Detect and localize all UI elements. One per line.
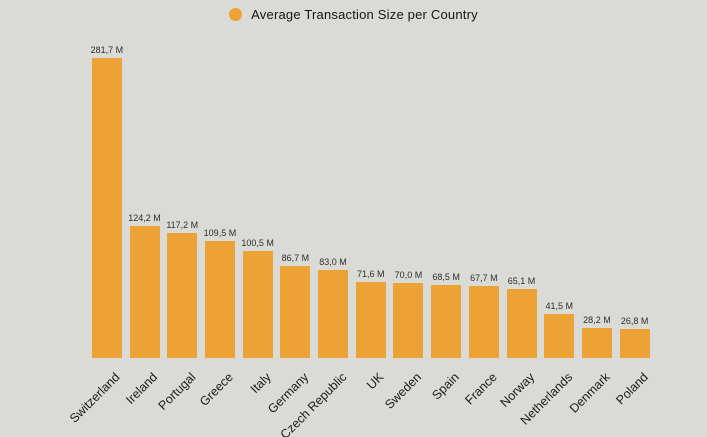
bar-value-label: 83,0 M: [319, 256, 347, 267]
chart-legend: Average Transaction Size per Country: [0, 7, 707, 22]
bar: [167, 233, 198, 358]
bar-value-label: 281,7 M: [90, 45, 124, 55]
bar-value-label: 117,2 M: [166, 220, 199, 231]
bar: [355, 281, 386, 358]
bar: [468, 285, 499, 358]
x-tick-label: Spain: [429, 370, 463, 403]
bar-value-label: 67,7 M: [470, 272, 498, 283]
bar: [393, 283, 424, 358]
x-tick-label: Ireland: [123, 370, 161, 407]
x-tick-label: Greece: [196, 370, 236, 409]
bar: [318, 269, 349, 358]
bar-value-label: 65,1 M: [507, 275, 536, 286]
x-tick-label: Poland: [613, 370, 651, 408]
bar-value-label: 70,0 M: [394, 270, 423, 281]
bar-value-label: 41,5 M: [545, 300, 574, 311]
bar-value-label: 100,5 M: [241, 237, 274, 248]
bar: [129, 225, 160, 358]
bar-value-label: 109,5 M: [203, 228, 237, 239]
x-tick-label: Italy: [247, 370, 274, 397]
bar: [581, 327, 612, 358]
bar-value-label: 68,5 M: [432, 272, 460, 283]
bar-value-label: 26,8 M: [620, 316, 649, 327]
bar: [91, 58, 122, 358]
bar: [544, 313, 575, 358]
bar: [242, 250, 273, 358]
x-tick-label: Sweden: [382, 370, 425, 412]
bar-value-label: 28,2 M: [583, 314, 611, 325]
x-tick-label: France: [462, 370, 500, 408]
x-tick-label: Czech Republic: [277, 370, 349, 437]
bar-value-label: 124,2 M: [128, 212, 161, 223]
bar: [506, 288, 537, 358]
x-tick-label: Portugal: [155, 370, 199, 413]
bar: [280, 265, 311, 358]
bar: [431, 285, 462, 358]
x-tick-label: Denmark: [567, 370, 613, 416]
x-tick-label: UK: [364, 370, 387, 393]
bar-value-label: 86,7 M: [281, 252, 310, 263]
bar: [204, 241, 235, 358]
x-tick-label: Switzerland: [67, 370, 123, 426]
legend-label: Average Transaction Size per Country: [251, 7, 478, 22]
legend-marker-icon: [229, 8, 243, 21]
bar-value-label: 71,6 M: [356, 268, 385, 279]
bar: [619, 329, 650, 358]
